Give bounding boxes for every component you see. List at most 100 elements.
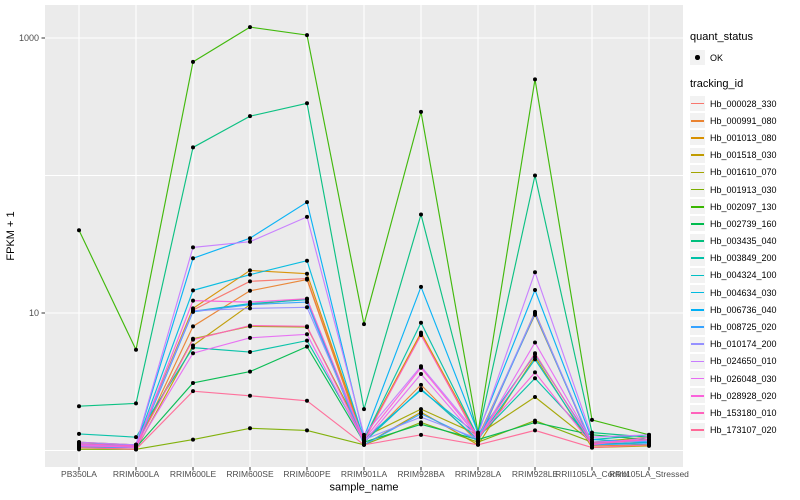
data-point: [248, 288, 252, 293]
legend-item: Hb_000028_330: [690, 95, 800, 112]
data-point: [248, 426, 252, 431]
data-point: [248, 350, 252, 355]
y-tick-label: 10: [29, 308, 39, 318]
legend-key: [690, 113, 705, 129]
legend-item: Hb_008725_020: [690, 318, 800, 335]
legend-line-swatch: [691, 360, 704, 363]
data-point: [362, 432, 366, 437]
legend-items-tracking: Hb_000028_330 Hb_000991_080 Hb_001013_080 H…: [690, 95, 800, 439]
x-tick-label: PB350LA: [61, 469, 97, 479]
x-tick-label: RRIM928LA: [455, 469, 502, 479]
data-point: [419, 432, 423, 437]
legend-line-swatch: [691, 240, 704, 242]
legend-key: [690, 233, 705, 249]
data-point: [191, 308, 195, 313]
legend-item-label: Hb_001610_070: [710, 167, 777, 178]
x-tick-label: RRII105LA_Stressed: [609, 469, 689, 479]
data-point: [305, 200, 309, 205]
data-point: [191, 345, 195, 350]
legend-line-swatch: [691, 171, 704, 174]
data-point: [362, 438, 366, 443]
data-point: [419, 411, 423, 416]
legend-title-tracking-id: tracking_id: [690, 78, 744, 90]
x-tick-label: RRIM928LE: [512, 469, 559, 479]
data-point: [191, 380, 195, 385]
legend-item-label: Hb_010174_200: [710, 339, 777, 350]
legend-line-swatch: [691, 137, 704, 139]
data-point: [419, 422, 423, 427]
data-point: [533, 357, 537, 362]
data-point: [248, 25, 252, 30]
data-point: [248, 335, 252, 340]
data-point: [647, 437, 651, 442]
data-point: [419, 109, 423, 114]
data-point: [305, 296, 309, 301]
y-axis-title: FPKM + 1: [5, 211, 17, 260]
x-tick-label: RRIM600SE: [226, 469, 274, 479]
data-point: [590, 435, 594, 440]
data-point: [590, 445, 594, 450]
legend-item-label: Hb_002739_160: [710, 218, 777, 229]
data-point: [191, 351, 195, 356]
chart-dynamic: 1000 10 PB350LA RRIM600LA RRIM600LE RRIM600SE…: [19, 5, 689, 479]
legend-line-swatch: [691, 291, 704, 294]
legend-item-label: Hb_153180_010: [710, 407, 777, 418]
data-point: [248, 279, 252, 284]
legend-item: Hb_002739_160: [690, 215, 800, 232]
data-point: [419, 284, 423, 289]
legend-item: Hb_001013_080: [690, 129, 800, 146]
legend-item: Hb_004324_100: [690, 267, 800, 284]
point-marker-icon: [695, 55, 700, 60]
data-point: [362, 407, 366, 412]
x-tick-label: RRIM600PE: [283, 469, 331, 479]
data-point: [533, 420, 537, 425]
legend-key: [690, 319, 705, 335]
legend-item: Hb_003435_040: [690, 233, 800, 250]
data-point: [191, 389, 195, 394]
legend-line-swatch: [691, 119, 704, 122]
legend-line-swatch: [691, 394, 704, 397]
data-point: [191, 324, 195, 329]
legend-item: Hb_001913_030: [690, 181, 800, 198]
data-point: [134, 435, 138, 440]
data-point: [305, 271, 309, 276]
data-point: [305, 338, 309, 343]
data-point: [77, 431, 81, 436]
legend-line-swatch: [691, 154, 704, 156]
data-point: [533, 428, 537, 433]
legend-title-quant-status: quant_status: [690, 31, 753, 43]
data-point: [248, 306, 252, 311]
data-point: [134, 401, 138, 406]
data-point: [191, 145, 195, 150]
legend-item: Hb_002097_130: [690, 198, 800, 215]
legend-item-label: Hb_004324_100: [710, 270, 777, 281]
data-point: [305, 344, 309, 349]
legend-item-label: Hb_001013_080: [710, 132, 777, 143]
data-point: [362, 322, 366, 327]
y-tick-label: 1000: [19, 33, 39, 43]
legend-item: Hb_028928_020: [690, 387, 800, 404]
data-point: [248, 114, 252, 119]
data-point: [305, 332, 309, 337]
legend-line-swatch: [691, 343, 704, 346]
legend-key: [690, 422, 705, 438]
data-point: [134, 347, 138, 352]
legend-line-swatch: [691, 429, 704, 431]
legend-item-label: Hb_001913_030: [710, 184, 777, 195]
data-point: [305, 398, 309, 403]
legend-key: [690, 285, 705, 301]
data-point: [419, 372, 423, 377]
data-point: [533, 340, 537, 345]
legend-key: [690, 336, 705, 352]
legend-key: [690, 353, 705, 369]
data-point: [533, 351, 537, 356]
legend-line-swatch: [691, 309, 704, 311]
legend-item: Hb_010174_200: [690, 336, 800, 353]
legend-item-label: Hb_173107_020: [710, 425, 777, 436]
legend-item: Hb_001518_030: [690, 147, 800, 164]
data-point: [419, 415, 423, 420]
data-point: [248, 300, 252, 305]
data-point: [533, 77, 537, 82]
